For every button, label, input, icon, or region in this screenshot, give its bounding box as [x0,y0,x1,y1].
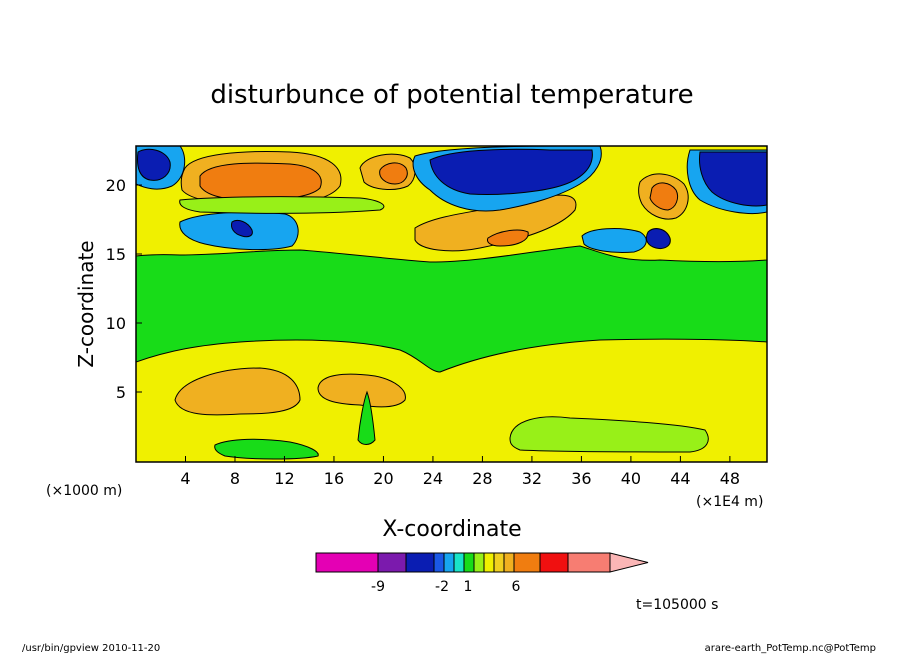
colorbar-segment [443,552,455,573]
x-tick-label: 40 [621,469,641,488]
colorbar-label: -2 [435,579,449,595]
colorbar [315,552,649,573]
colorbar-segment [377,552,407,573]
x-tick-label: 48 [720,469,740,488]
x-tick-label: 20 [373,469,393,488]
upper-red-left [199,162,322,201]
colorbar-label: 1 [464,579,473,595]
x-axis: 4 8 12 16 20 24 28 32 36 40 44 48 [180,456,740,488]
x-tick-label: 32 [522,469,542,488]
colorbar-segment [315,552,379,573]
plot-area [136,146,767,462]
upper-red-right [649,182,679,211]
x-tick-label: 8 [230,469,240,488]
footer-left: /usr/bin/gpview 2010-11-20 [22,643,160,654]
x-unit-right: (×1E4 m) [696,494,763,510]
upper-green-strip [179,196,385,214]
lower-orange-patch [174,367,301,416]
x-axis-label: X-coordinate [382,517,521,542]
upper-blue-band [429,148,593,196]
colorbar-segment [453,552,465,573]
colorbar-segment [493,552,505,573]
colorbar-segment [567,552,611,573]
y-axis: 5 10 15 20 Z-coordinate [74,176,142,402]
y-tick-label: 15 [106,245,126,264]
plot-frame [135,145,768,463]
x-tick-label: 28 [472,469,492,488]
x-tick-label: 24 [423,469,443,488]
footer-right: arare-earth_PotTemp.nc@PotTemp [705,643,876,654]
x-tick-label: 16 [324,469,344,488]
x-tick-label: 36 [571,469,591,488]
x-tick-label: 12 [274,469,294,488]
tower-feature [357,390,376,445]
lower-orange-patch-2 [317,373,406,408]
colorbar-segment [433,552,445,573]
colorbar-label: -9 [371,579,385,595]
y-tick-label: 20 [106,176,126,195]
x-tick-label: 4 [180,469,190,488]
upper-red-band [487,229,529,247]
colorbar-segment [473,552,485,573]
upper-blue-dot-left [231,219,253,238]
colorbar-segment [405,552,435,573]
upper-red-mid [379,162,408,185]
colorbar-segment [483,552,495,573]
time-label: t=105000 s [636,597,718,613]
colorbar-segment [539,552,569,573]
x-tick-label: 44 [670,469,690,488]
upper-blue-left [137,148,171,181]
y-tick-label: 5 [116,383,126,402]
colorbar-segment [463,552,475,573]
upper-cyan-mid-right [581,228,647,253]
small-green-patch [214,438,319,460]
chart-title: disturbunce of potential temperature [210,80,693,110]
upper-blue-dot-right [645,228,671,249]
lower-green-patch [509,416,709,453]
x-unit-left: (×1000 m) [46,483,122,499]
y-tick-label: 10 [106,314,126,333]
colorbar-label: 6 [512,579,521,595]
y-axis-label: Z-coordinate [74,240,98,367]
colorbar-segment [513,552,541,573]
upper-blue-right [699,151,767,207]
colorbar-segment [503,552,515,573]
colorbar-arrow [609,552,649,573]
